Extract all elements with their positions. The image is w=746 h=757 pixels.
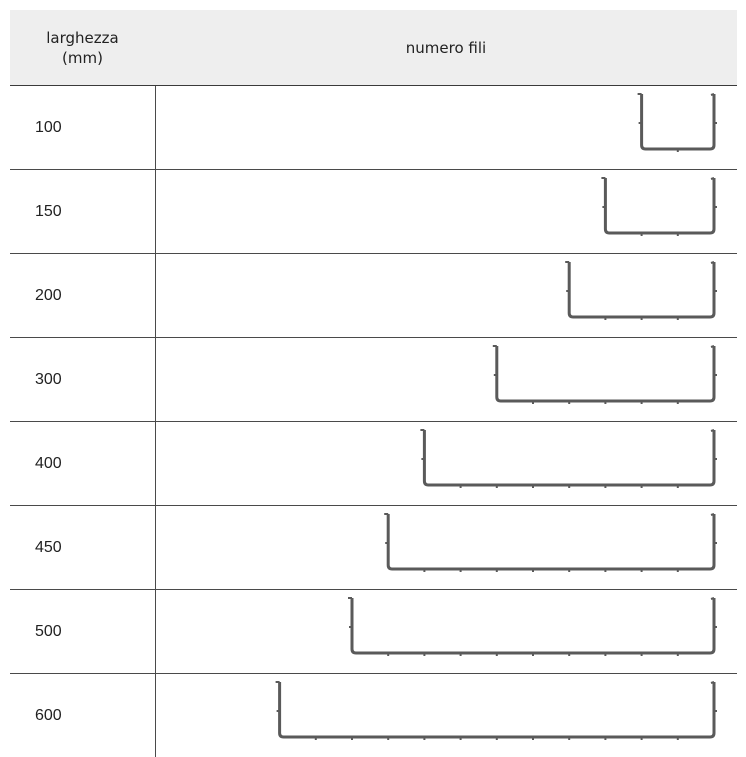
width-header-line2: (mm)	[62, 48, 103, 67]
tray-outline	[603, 178, 716, 235]
tray-cell	[155, 422, 737, 505]
tray-cell	[155, 170, 737, 253]
tray-cell	[155, 254, 737, 337]
width-value: 150	[35, 202, 62, 220]
tray-outline	[386, 514, 716, 571]
table-row: 150	[10, 170, 737, 254]
tray-right-hook	[710, 681, 715, 684]
tray-right-hook	[710, 597, 715, 600]
tray-cell	[155, 590, 737, 673]
tray-right-hook	[710, 177, 715, 180]
table-row: 450	[10, 506, 737, 590]
tray-profile	[492, 345, 717, 404]
table-row: 100	[10, 86, 737, 170]
tray-profile	[601, 177, 717, 236]
table-row: 600	[10, 674, 737, 757]
table-row: 400	[10, 422, 737, 506]
table-header: larghezza (mm) numero fili	[10, 10, 737, 86]
tray-cell	[155, 506, 737, 589]
tray-profile	[384, 513, 717, 572]
tray-profile	[637, 93, 717, 152]
tray-outline	[495, 346, 716, 403]
tray-outline	[422, 430, 716, 487]
tray-profile	[348, 597, 717, 656]
width-value: 400	[35, 454, 62, 472]
width-value: 300	[35, 370, 62, 388]
table-row: 200	[10, 254, 737, 338]
width-value: 200	[35, 286, 62, 304]
width-value: 100	[35, 118, 62, 136]
tray-right-hook	[710, 429, 715, 432]
tray-outline	[567, 262, 716, 319]
width-column-header: larghezza (mm)	[10, 10, 155, 85]
tray-right-hook	[710, 513, 715, 516]
tray-outline	[350, 598, 716, 655]
width-value: 450	[35, 538, 62, 556]
wires-column-header: numero fili	[405, 38, 487, 57]
tray-right-hook	[710, 345, 715, 348]
tray-cell	[155, 86, 737, 169]
tray-profile	[420, 429, 717, 488]
tray-profile	[275, 681, 717, 740]
tray-right-hook	[710, 93, 715, 96]
tray-profile	[565, 261, 717, 320]
table-row: 300	[10, 338, 737, 422]
table-row: 500	[10, 590, 737, 674]
tray-outline	[640, 94, 716, 151]
tray-cell	[155, 338, 737, 421]
tray-outline	[278, 682, 716, 739]
width-header-line1: larghezza	[46, 28, 119, 47]
wire-tray-table: larghezza (mm) numero fili 100 150 200 3…	[10, 10, 737, 757]
tray-right-hook	[710, 261, 715, 264]
width-value: 500	[35, 622, 62, 640]
width-value: 600	[35, 706, 62, 724]
tray-cell	[155, 674, 737, 757]
